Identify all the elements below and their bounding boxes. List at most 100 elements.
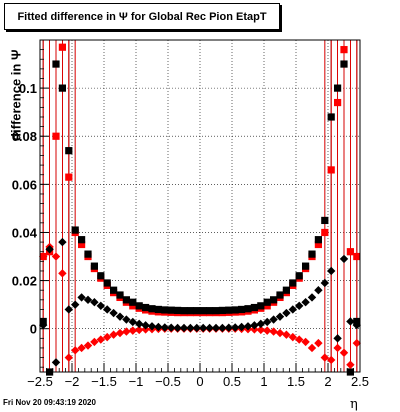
data-point-square [129,298,137,306]
data-point-diamond [301,298,310,307]
data-point-diamond [224,323,233,332]
data-point-diamond [275,328,285,338]
data-point-diamond [314,338,323,348]
data-point-diamond [39,320,48,330]
x-tick-label: −2 [65,374,80,389]
data-point-square [353,252,361,261]
x-tick-label: −1.5 [91,374,117,389]
data-point-square [321,228,329,237]
axis-ticks [39,49,361,372]
data-point-diamond [64,353,73,362]
y-tick-label: 0.08 [12,129,37,144]
x-tick-label: 1 [260,374,267,389]
data-point-square [199,307,207,315]
data-point-diamond [237,322,246,332]
data-point-diamond [301,337,310,347]
data-point-square [71,226,79,234]
data-point-square [110,286,118,294]
data-point-diamond [71,346,80,355]
data-point-square [334,98,342,107]
data-point-diamond [263,317,272,327]
data-point-diamond [282,308,291,318]
data-point-square [295,272,303,280]
data-point-diamond [58,269,67,278]
data-point-diamond [205,323,214,333]
data-point-square [314,236,322,244]
data-point-square [334,84,342,92]
data-point-square [327,113,335,121]
data-point-square [212,307,220,315]
data-point-diamond [307,343,317,353]
data-point-diamond [167,323,176,332]
data-point-square [346,248,354,256]
data-point-diamond [160,323,169,332]
data-point-diamond [83,295,93,305]
x-tick-label: −1 [129,374,144,389]
data-point-square [218,306,226,315]
data-point-square [340,46,348,54]
data-point-diamond [96,335,105,344]
data-point-square [58,43,66,51]
data-point-square [238,305,246,314]
data-point-square [65,147,73,155]
data-point-diamond [256,319,265,329]
data-point-diamond [154,322,163,332]
data-point-diamond [282,330,291,339]
data-point-diamond [269,315,278,324]
data-point-diamond [58,237,67,247]
data-point-square [282,286,290,294]
data-point-square [122,296,130,304]
data-point-square [263,298,271,306]
data-point-square [148,305,156,313]
data-point-diamond [103,305,112,314]
data-point-diamond [218,323,227,333]
data-point-diamond [179,323,189,333]
data-point-square [327,166,335,174]
data-point-diamond [39,252,48,261]
data-point-square [340,60,348,68]
data-point-diamond [83,341,93,350]
x-tick-label: −2.5 [27,374,53,389]
data-point-diamond [339,348,349,357]
x-tick-label: 0.5 [223,374,241,389]
data-point-diamond [115,312,125,321]
y-tick-label: 0.02 [12,274,37,289]
data-point-square [257,302,265,310]
data-point-diamond [109,308,118,318]
data-point-diamond [307,293,317,302]
chart-title: Fitted difference in Ψ for Global Rec Pi… [4,3,280,30]
x-tick-label: 2.5 [351,374,369,389]
data-point-diamond [288,332,297,342]
data-point-diamond [122,315,131,324]
x-tick-label: −0.5 [155,374,181,389]
grid-lines [40,40,360,372]
data-point-diamond [256,325,265,335]
data-point-diamond [295,335,304,344]
data-point-diamond [96,301,105,311]
data-point-square [78,236,86,244]
data-point-diamond [173,323,182,333]
data-point-diamond [327,355,336,365]
data-point-diamond [295,301,304,311]
data-point-diamond [199,323,208,333]
data-point-square [225,306,233,314]
data-point-diamond [352,320,361,330]
data-point-diamond [135,325,144,335]
data-point-diamond [250,321,259,330]
data-point-square [321,216,329,225]
data-point-diamond [90,298,99,307]
data-point-diamond [314,286,323,295]
data-point-square [103,279,111,287]
data-point-square [263,302,271,310]
x-axis-label: η [350,397,358,412]
data-point-square [314,240,322,249]
data-point-diamond [243,322,253,331]
data-point-diamond [77,293,86,302]
tick-labels: −2.5 −2 −1.5 −1 −0.5 0 0.5 1 1.5 2 2.5 0 0.02 0.04 0.0… [12,81,369,389]
data-point-diamond [320,278,329,288]
y-tick-label: 0.06 [12,177,37,192]
data-point-diamond [275,312,285,321]
data-point-square [206,307,214,315]
footer-timestamp: Fri Nov 20 09:43:19 2020 [3,398,96,407]
